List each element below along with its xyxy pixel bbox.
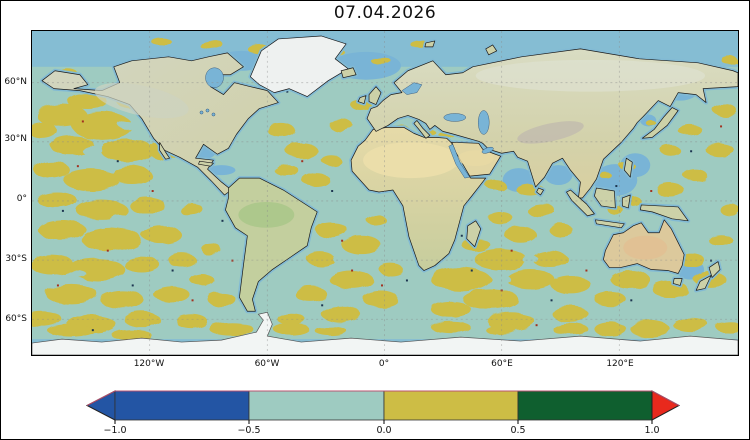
graticule	[32, 31, 738, 355]
plot-title: 07.04.2026	[333, 3, 437, 23]
lat-label-60n: 60°N	[4, 77, 27, 87]
lon-label-120e: 120°E	[606, 359, 634, 369]
colorbar-segment-1	[114, 390, 250, 421]
lon-label-60e: 60°E	[491, 359, 513, 369]
colorbar-segment-4	[517, 390, 653, 421]
cb-label-m1: −1.0	[103, 425, 127, 436]
world-map	[31, 30, 739, 356]
colorbar-segment-2	[248, 390, 385, 421]
cb-label-m05: −0.5	[237, 425, 261, 436]
lat-label-60s: 60°S	[5, 314, 27, 324]
colorbar-segment-3	[383, 390, 519, 421]
lon-label-120w: 120°W	[133, 359, 165, 369]
inland-waters	[199, 67, 494, 179]
colorbar	[85, 390, 681, 424]
lat-label-0: 0°	[16, 194, 27, 204]
cb-label-05: 0.5	[510, 425, 526, 436]
lat-label-30n: 30°N	[4, 134, 27, 144]
terrain-shading	[94, 59, 706, 260]
colorbar-under-arrow	[85, 390, 116, 421]
colorbar-over-arrow	[651, 390, 681, 421]
lon-label-0: 0°	[378, 359, 390, 369]
cb-label-1: 1.0	[644, 425, 660, 436]
cb-label-0: 0.0	[376, 425, 392, 436]
colorbar-top-edge	[86, 390, 680, 406]
lat-label-30s: 30°S	[5, 254, 27, 264]
world-map-canvas	[32, 31, 738, 355]
colorbar-ticks	[114, 420, 653, 424]
lon-label-60w: 60°W	[254, 359, 280, 369]
